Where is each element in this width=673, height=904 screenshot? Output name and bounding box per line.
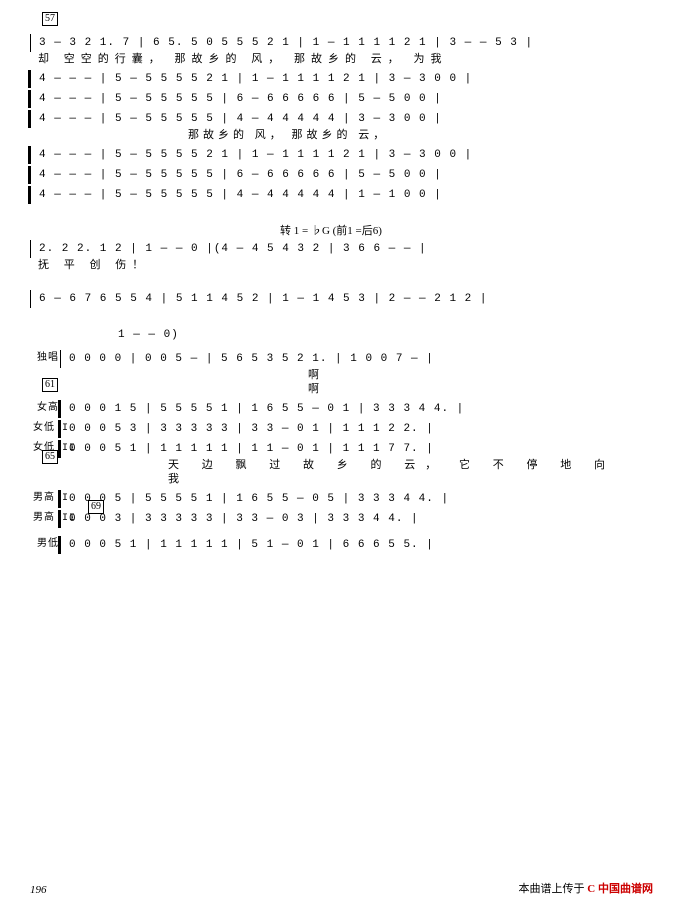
key-change-text: 转 1 = ♭G (前1 =后6): [280, 222, 643, 238]
voice-male-high2: 男高 II 0 0 0 3 | 3 3 3 3 3 | 3 3 — 0 3 | …: [60, 510, 643, 528]
staff-61: 2. 2 2. 1 2 | 1 — — 0 |(4 — 4 5 4 3 2 | …: [30, 240, 643, 258]
voice-female-low1: 女低 I 0 0 0 5 3 | 3 3 3 3 3 | 3 3 — 0 1 |…: [60, 420, 643, 438]
footer-text: 本曲谱上传于: [519, 883, 585, 895]
sheet-music-page: 57 3 — 3 2 1. 7 | 6 5. 5 0 5 5 5 2 1 | 1…: [0, 0, 673, 582]
footer-brand-icon: C: [587, 883, 595, 895]
solo-notes: 0 0 0 0 | 0 0 5 — | 5 6 5 3 5 2 1. | 1 0…: [69, 353, 434, 365]
footer: 本曲谱上传于 C 中国曲谱网: [519, 880, 653, 896]
solo-lyrics: 啊啊: [300, 368, 643, 396]
voice-female-low2: 女低 II 0 0 0 5 1 | 1 1 1 1 1 | 1 1 — 0 1 …: [60, 440, 643, 458]
part-label-solo: 独唱: [33, 350, 59, 368]
voice-fl2-notes: 0 0 0 5 1 | 1 1 1 1 1 | 1 1 — 0 1 | 1 1 …: [69, 443, 434, 455]
choir-part-4: 4 — — — | 5 — 5 5 5 5 2 1 | 1 — 1 1 1 1 …: [30, 146, 643, 164]
page-number: 196: [30, 884, 47, 896]
solo-lyric-b: 啊: [308, 383, 519, 395]
lead-staff: 3 — 3 2 1. 7 | 6 5. 5 0 5 5 5 2 1 | 1 — …: [30, 34, 643, 52]
voice-mh2-notes: 0 0 0 3 | 3 3 3 3 3 | 3 3 — 0 3 | 3 3 3 …: [69, 513, 419, 525]
staff-65: 6 — 6 7 6 5 5 4 | 5 1 1 4 5 2 | 1 — 1 4 …: [30, 290, 643, 308]
lyrics-61: 抚 平 创 伤！: [30, 258, 643, 272]
mid-lyrics-57: 那故乡的 风， 那故乡的 云，: [180, 128, 643, 142]
staff-group-61: 2. 2 2. 1 2 | 1 — — 0 |(4 — 4 5 4 3 2 | …: [30, 240, 643, 272]
solo-pre: 1 — — 0): [110, 326, 643, 344]
voice-ml-notes: 0 0 0 5 1 | 1 1 1 1 1 | 5 1 — 0 1 | 6 6 …: [69, 539, 434, 551]
mid-lyrics-69: 天 边 飘 过 故 乡 的 云， 它 不 停 地 向 我: [160, 458, 643, 486]
voice-mh1-notes: 0 0 0 5 | 5 5 5 5 1 | 1 6 5 5 — 0 5 | 3 …: [69, 493, 449, 505]
solo-lyric-a: 啊: [308, 369, 519, 381]
staff-group-65: 6 — 6 7 6 5 5 4 | 5 1 1 4 5 2 | 1 — 1 4 …: [30, 290, 643, 308]
voice-male-high1: 男高 I 0 0 0 5 | 5 5 5 5 1 | 1 6 5 5 — 0 5…: [60, 490, 643, 508]
part-label-mh1: 男高 I: [33, 490, 59, 508]
choir-part-5: 4 — — — | 5 — 5 5 5 5 5 | 6 — 6 6 6 6 6 …: [30, 166, 643, 184]
part-label-ml: 男低: [33, 536, 59, 554]
part-label-mh2: 男高 II: [33, 510, 59, 528]
voice-female-high: 女高 0 0 0 1 5 | 5 5 5 5 1 | 1 6 5 5 — 0 1…: [60, 400, 643, 418]
measure-number-57: 57: [42, 12, 58, 26]
staff-group-57: 3 — 3 2 1. 7 | 6 5. 5 0 5 5 5 2 1 | 1 — …: [30, 34, 643, 204]
footer-logo-text: 中国曲谱网: [598, 883, 653, 895]
part-label-fl1: 女低 I: [33, 420, 59, 438]
voice-male-low: 男低 0 0 0 5 1 | 1 1 1 1 1 | 5 1 — 0 1 | 6…: [60, 536, 643, 554]
staff-group-69: 1 — — 0) 独唱 0 0 0 0 | 0 0 5 — | 5 6 5 3 …: [30, 326, 643, 554]
choir-part-2: 4 — — — | 5 — 5 5 5 5 5 | 6 — 6 6 6 6 6 …: [30, 90, 643, 108]
choir-part-3: 4 — — — | 5 — 5 5 5 5 5 | 4 — 4 4 4 4 4 …: [30, 110, 643, 128]
part-label-fh: 女高: [33, 400, 59, 418]
lead-lyrics: 却 空空的行囊， 那故乡的 风， 那故乡的 云， 为我: [30, 52, 643, 66]
choir-part-6: 4 — — — | 5 — 5 5 5 5 5 | 4 — 4 4 4 4 4 …: [30, 186, 643, 204]
choir-part-1: 4 — — — | 5 — 5 5 5 5 2 1 | 1 — 1 1 1 1 …: [30, 70, 643, 88]
part-label-fl2: 女低 II: [33, 440, 59, 458]
voice-fh-notes: 0 0 0 1 5 | 5 5 5 5 1 | 1 6 5 5 — 0 1 | …: [69, 403, 464, 415]
voice-fl1-notes: 0 0 0 5 3 | 3 3 3 3 3 | 3 3 — 0 1 | 1 1 …: [69, 423, 434, 435]
solo-staff: 独唱 0 0 0 0 | 0 0 5 — | 5 6 5 3 5 2 1. | …: [60, 350, 643, 368]
